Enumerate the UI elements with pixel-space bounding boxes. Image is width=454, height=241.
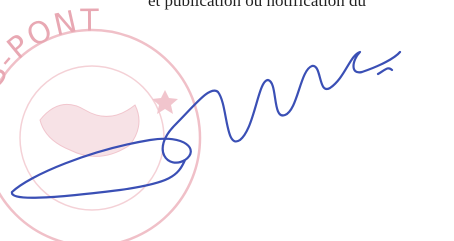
page: et publication ou notification du ES-PON… [0,0,454,241]
document-text: et publication ou notification du [148,0,367,10]
